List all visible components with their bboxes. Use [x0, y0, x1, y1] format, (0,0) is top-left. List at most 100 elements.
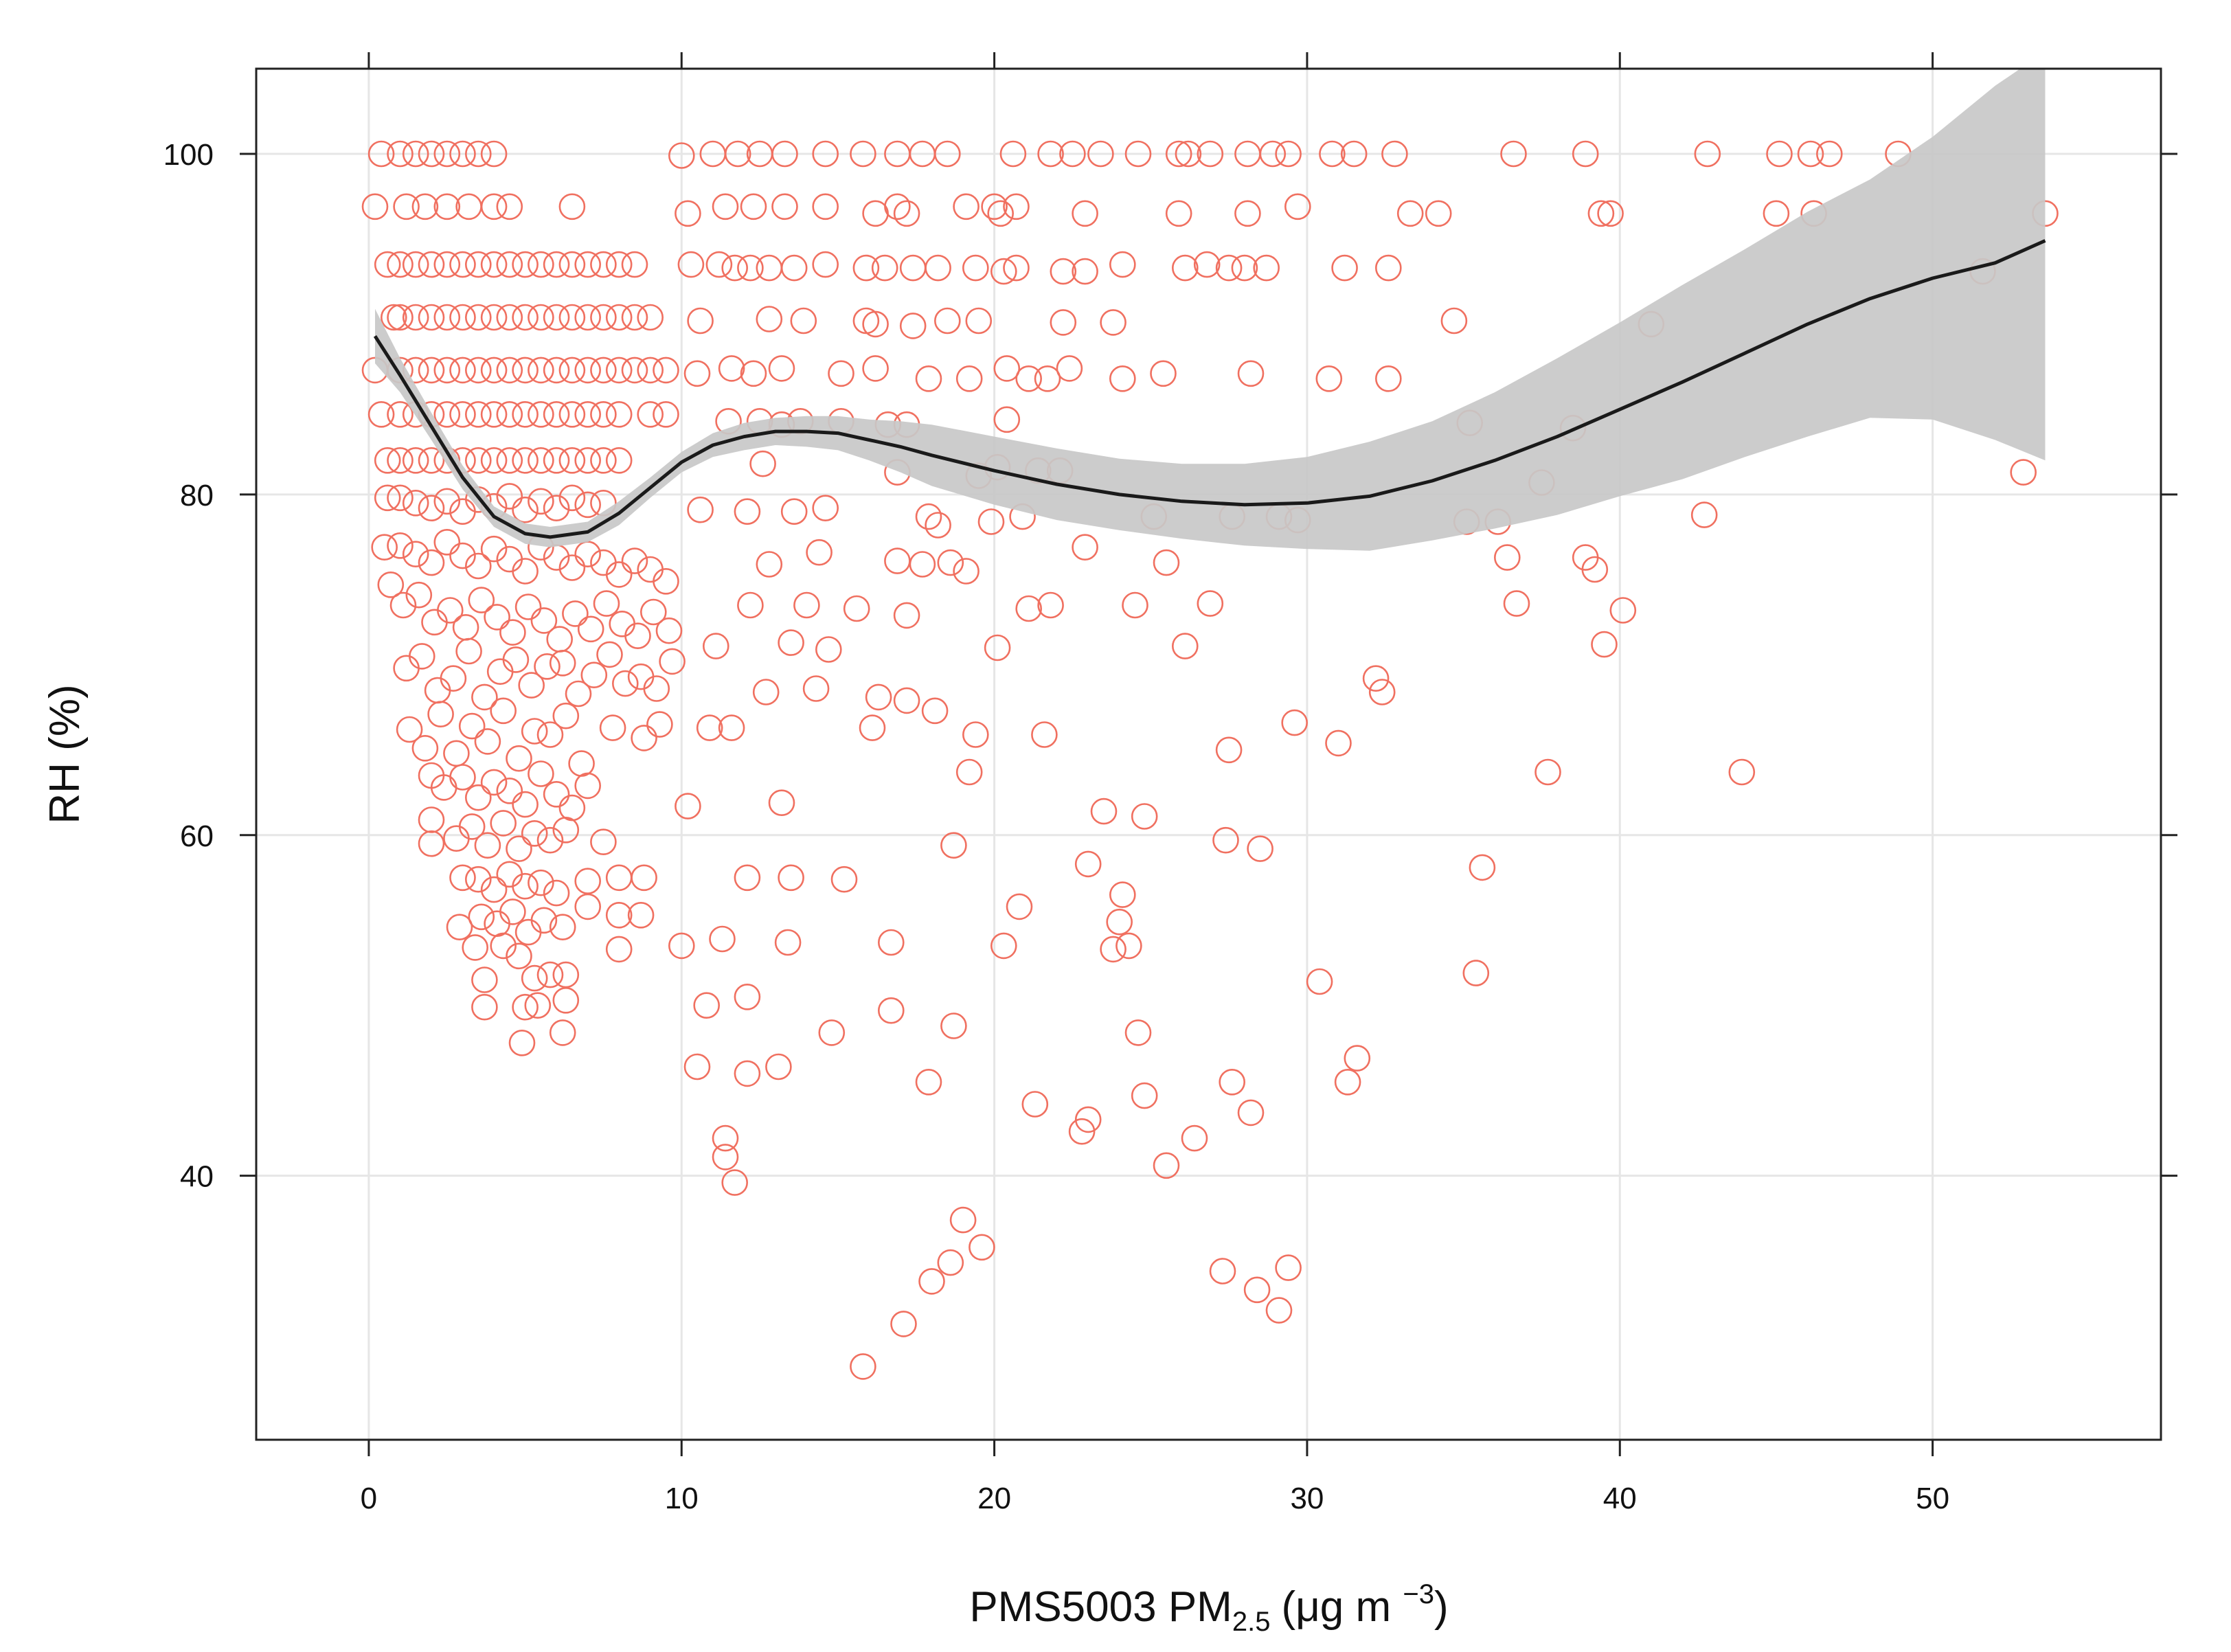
data-point: [643, 675, 670, 702]
data-point: [624, 622, 651, 650]
data-point: [768, 789, 795, 816]
data-point: [893, 200, 920, 227]
data-point: [552, 817, 580, 844]
data-point: [718, 714, 745, 741]
data-point: [1694, 140, 1721, 168]
data-point: [1368, 679, 1396, 705]
data-point: [1015, 595, 1042, 622]
data-point: [878, 929, 905, 956]
data-point: [446, 914, 473, 940]
data-point: [734, 864, 761, 892]
x-tick-label: 50: [1916, 1482, 1949, 1515]
data-point: [1247, 835, 1273, 862]
data-point: [1340, 140, 1368, 168]
data-point: [496, 400, 523, 428]
data-point: [871, 254, 898, 282]
data-point: [677, 251, 705, 278]
data-point: [737, 254, 764, 282]
x-tick-labels: 0 10 20 30 40 50: [361, 1482, 1949, 1515]
data-point: [1315, 365, 1343, 392]
data-point: [1591, 631, 1618, 658]
data-point: [862, 310, 889, 338]
y-tick-label: 100: [163, 138, 214, 172]
data-point: [790, 307, 817, 335]
plot-frame: [255, 67, 2162, 1441]
data-point: [449, 400, 476, 428]
data-point: [512, 357, 539, 384]
data-point: [749, 450, 776, 477]
data-point: [990, 258, 1017, 285]
data-point: [1215, 736, 1243, 764]
x-axis-title-subscript: 2.5: [1232, 1607, 1271, 1637]
data-point: [471, 683, 498, 711]
data-point: [530, 607, 558, 634]
data-point: [521, 718, 548, 745]
data-point: [740, 193, 767, 220]
data-point: [543, 879, 570, 907]
data-point: [1050, 258, 1077, 285]
data-point: [521, 964, 548, 992]
data-point: [374, 251, 401, 278]
data-point: [909, 551, 936, 578]
data-point: [675, 793, 701, 819]
data-point: [387, 251, 414, 278]
data-point: [543, 400, 570, 428]
data-point: [1050, 309, 1077, 336]
x-axis-title-exponent: −3: [1403, 1579, 1434, 1609]
data-point: [496, 357, 523, 384]
data-point: [458, 712, 486, 740]
data-point: [471, 993, 498, 1021]
data-point: [565, 680, 592, 708]
data-point: [818, 1019, 846, 1046]
data-point: [562, 600, 589, 627]
y-tick-label: 40: [180, 1160, 214, 1194]
data-point: [396, 716, 423, 743]
data-point: [462, 934, 489, 961]
y-tick-label: 60: [180, 819, 214, 853]
x-tick-label: 40: [1603, 1482, 1637, 1515]
data-point: [480, 769, 508, 796]
data-point: [977, 508, 1005, 535]
data-point: [621, 357, 648, 384]
data-point: [1597, 200, 1624, 227]
data-point: [1375, 365, 1402, 392]
data-point: [496, 446, 523, 474]
data-point: [1124, 140, 1152, 168]
data-point: [925, 254, 951, 282]
data-point: [653, 400, 679, 428]
data-point: [1074, 1106, 1102, 1133]
data-point: [734, 498, 761, 525]
data-point: [1609, 597, 1637, 624]
data-point: [558, 251, 586, 278]
data-point: [418, 495, 445, 522]
data-point: [890, 1311, 917, 1337]
data-point: [543, 357, 570, 384]
data-point: [631, 725, 657, 751]
data-point: [949, 1206, 977, 1234]
data-point: [605, 446, 633, 474]
data-point: [449, 251, 476, 278]
data-point: [433, 193, 461, 220]
data-point: [402, 446, 429, 474]
data-point: [1072, 258, 1098, 285]
data-point: [1109, 881, 1136, 908]
data-point: [590, 828, 617, 855]
data-point: [528, 869, 554, 896]
data-point: [659, 648, 686, 675]
data-point: [1425, 200, 1452, 227]
data-point: [915, 365, 942, 392]
data-point: [1728, 758, 1756, 786]
data-point: [899, 313, 927, 339]
data-point: [530, 907, 558, 934]
data-point: [828, 360, 854, 387]
data-point: [1797, 140, 1824, 168]
data-point: [752, 679, 780, 705]
data-point: [374, 484, 401, 512]
data-point: [433, 140, 461, 168]
data-point: [496, 304, 523, 331]
data-point: [512, 251, 539, 278]
data-point: [418, 140, 445, 168]
data-point: [574, 251, 602, 278]
data-point: [605, 304, 633, 331]
data-point: [687, 496, 714, 523]
